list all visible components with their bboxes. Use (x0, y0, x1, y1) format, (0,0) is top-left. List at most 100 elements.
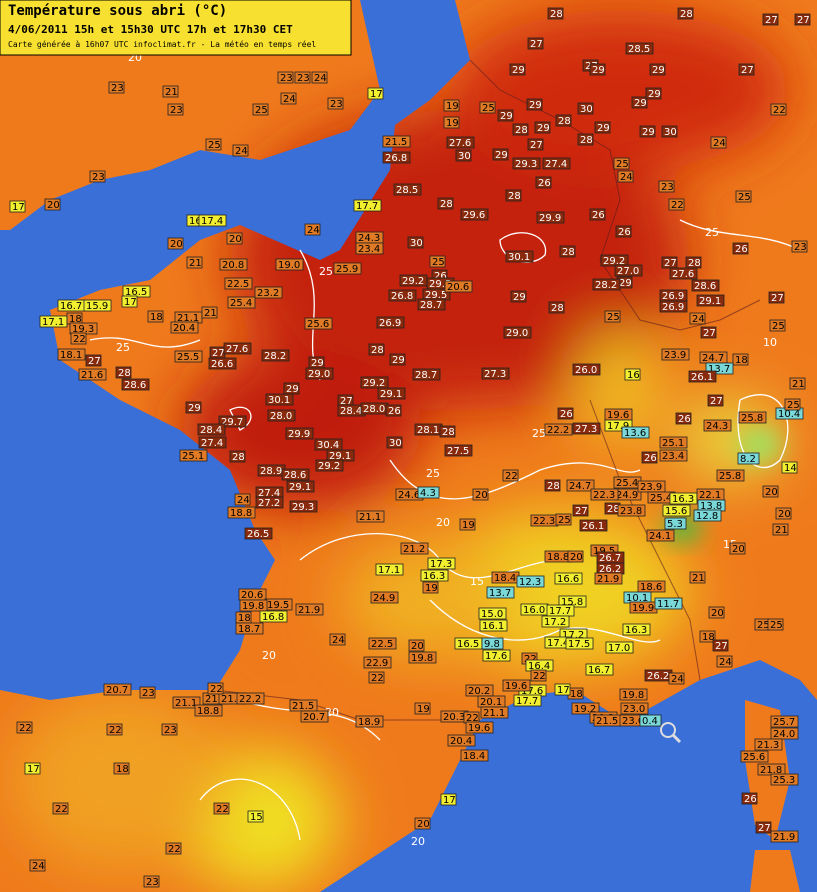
station-value: 25.4 (616, 478, 638, 489)
station-box (631, 96, 648, 109)
station-box (737, 452, 760, 465)
station-value: 21.9 (298, 605, 320, 616)
station: 28 (559, 245, 576, 258)
station-box (9, 200, 26, 213)
station-value: 21 (775, 525, 788, 536)
station-box (555, 513, 572, 526)
station-value: 29.2 (402, 276, 424, 287)
station: 19.6 (502, 679, 531, 692)
station: 20 (775, 507, 792, 520)
station: 20 (408, 639, 425, 652)
station-value: 30 (458, 151, 471, 162)
station-value: 18 (570, 689, 583, 700)
station-value: 30 (389, 438, 402, 449)
station: 19 (443, 99, 460, 112)
station-box (460, 208, 489, 221)
station-value: 29.3 (292, 502, 314, 513)
station-value: 15.6 (665, 506, 687, 517)
station-box (658, 180, 675, 193)
station: 27 (712, 639, 729, 652)
station-value: 23.9 (640, 482, 662, 493)
station-box (486, 586, 515, 599)
station-box (57, 348, 86, 361)
station-value: 22 (216, 804, 229, 815)
station-value: 23.8 (620, 506, 642, 517)
station-box (226, 232, 243, 245)
station-box (16, 721, 33, 734)
station: 20 (414, 817, 431, 830)
station: 29 (283, 382, 300, 395)
station-box (554, 683, 571, 696)
station-box (440, 793, 457, 806)
station-box (447, 734, 476, 747)
station-box (252, 103, 269, 116)
station-box (696, 294, 725, 307)
station-box (544, 479, 561, 492)
station: 28.0 (267, 409, 296, 422)
station-box (393, 183, 422, 196)
station-value: 24 (620, 172, 633, 183)
station-value: 16.3 (423, 571, 445, 582)
station: 26.8 (382, 151, 411, 164)
station: 17 (554, 683, 571, 696)
zoom-icon[interactable] (660, 722, 682, 744)
station-box (427, 557, 456, 570)
station-value: 29 (513, 292, 526, 303)
station-value: 28 (508, 191, 521, 202)
station-value: 20 (170, 239, 183, 250)
station-value: 29 (634, 98, 647, 109)
station: 28.7 (417, 298, 446, 311)
station-value: 26 (744, 794, 757, 805)
station: 28.7 (412, 368, 441, 381)
station-box (172, 696, 201, 709)
station: 20 (762, 485, 779, 498)
station: 22.5 (368, 637, 397, 650)
station-value: 28 (232, 452, 245, 463)
station-value: 27 (710, 396, 723, 407)
station-box (465, 721, 494, 734)
station-value: 22 (73, 334, 86, 345)
station-value: 19 (417, 704, 430, 715)
station-box (275, 258, 304, 271)
station-value: 26 (538, 178, 551, 189)
station-value: 16.7 (588, 665, 610, 676)
station-box (510, 290, 527, 303)
station-box (481, 637, 504, 650)
station-box (329, 633, 346, 646)
station: 21 (162, 85, 179, 98)
station-box (482, 649, 511, 662)
station: 21.9 (770, 830, 799, 843)
station-box (577, 102, 594, 115)
contour-label: 20 (325, 706, 339, 719)
station-value: 26.8 (385, 153, 407, 164)
station-box (769, 319, 786, 332)
station: 15.0 (478, 607, 507, 620)
station: 13.7 (486, 586, 515, 599)
station-box (472, 488, 489, 501)
station-value: 20 (47, 200, 60, 211)
station: 27 (85, 354, 102, 367)
station-box (52, 802, 69, 815)
station-value: 20 (411, 641, 424, 652)
station: 24.3 (703, 419, 732, 432)
station-box (315, 459, 344, 472)
station: 17.6 (482, 649, 511, 662)
station-box (639, 714, 662, 727)
station-value: 13.6 (624, 428, 646, 439)
station-value: 15.9 (86, 301, 108, 312)
station: 16.3 (420, 569, 449, 582)
station-box (541, 615, 570, 628)
station-value: 28 (118, 368, 131, 379)
station: 22 (213, 802, 230, 815)
station-box (143, 875, 160, 888)
station-box (505, 250, 534, 263)
station-box (24, 762, 41, 775)
station-box (376, 316, 405, 329)
station-box (755, 821, 772, 834)
station-value: 21.5 (596, 716, 618, 727)
credit: Carte générée à 16h07 UTC infoclimat.fr … (8, 39, 316, 49)
station: 24 (232, 144, 249, 157)
station-box (668, 672, 685, 685)
station: 25 (604, 310, 621, 323)
station-value: 21 (204, 308, 217, 319)
